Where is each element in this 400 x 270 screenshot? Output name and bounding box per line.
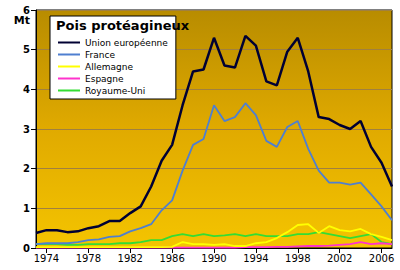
svg-text:Mt: Mt: [14, 14, 30, 27]
svg-text:Union européenne: Union européenne: [85, 38, 168, 48]
svg-text:1974: 1974: [34, 253, 59, 264]
svg-text:4: 4: [23, 84, 30, 95]
svg-text:Allemagne: Allemagne: [85, 62, 133, 72]
svg-text:Espagne: Espagne: [85, 74, 124, 84]
svg-text:2006: 2006: [369, 253, 394, 264]
svg-text:1990: 1990: [201, 253, 226, 264]
svg-text:0: 0: [23, 243, 30, 254]
svg-text:2: 2: [23, 163, 30, 174]
svg-text:2002: 2002: [327, 253, 352, 264]
svg-text:1982: 1982: [118, 253, 143, 264]
svg-text:3: 3: [23, 124, 30, 135]
svg-text:1994: 1994: [243, 253, 268, 264]
svg-text:Pois protéagineux: Pois protéagineux: [56, 18, 190, 33]
svg-text:Royaume-Uni: Royaume-Uni: [85, 86, 145, 96]
svg-text:6: 6: [23, 5, 30, 16]
svg-text:5: 5: [23, 44, 30, 55]
svg-text:1: 1: [23, 203, 30, 214]
svg-text:1998: 1998: [285, 253, 310, 264]
svg-text:France: France: [85, 50, 115, 60]
svg-text:1978: 1978: [76, 253, 101, 264]
svg-text:1986: 1986: [159, 253, 184, 264]
